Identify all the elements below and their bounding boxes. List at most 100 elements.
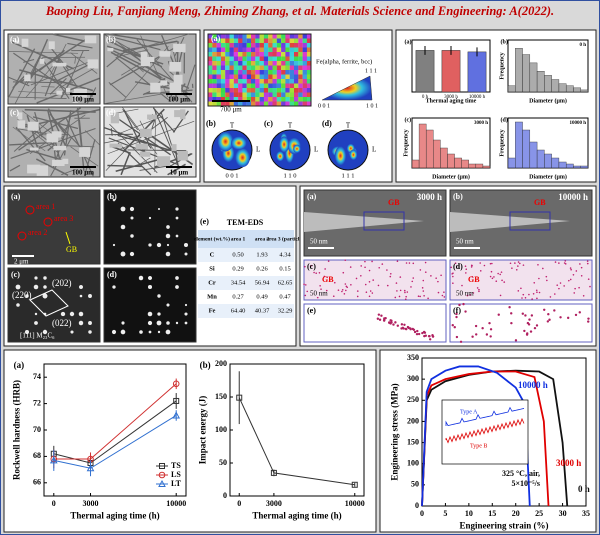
ebsd-grain: [212, 47, 217, 53]
atom: [327, 260, 330, 262]
atom: [521, 312, 524, 315]
ebsd-grain: [220, 74, 226, 80]
ebsd-grain: [272, 65, 277, 71]
label: 1 1 0: [284, 172, 297, 179]
atom: [569, 267, 572, 269]
ebsd-grain: [229, 92, 234, 98]
atom: [356, 290, 359, 292]
grain-boundary: [59, 67, 96, 89]
diffraction-spot: [139, 330, 143, 334]
ebsd-grain: [276, 43, 282, 48]
ebsd-grain: [229, 47, 234, 53]
ebsd-grain: [255, 74, 260, 80]
atom: [368, 295, 371, 298]
label: 66: [33, 478, 41, 487]
atom: [493, 276, 495, 278]
label: 34.54: [231, 279, 246, 286]
atom: [360, 265, 363, 267]
label: 4.34: [279, 251, 291, 258]
atom: [390, 321, 393, 324]
grain: [52, 159, 65, 167]
label: Rockwell hardness (HRB): [12, 380, 22, 480]
diffraction-spot: [16, 303, 20, 307]
label: L: [372, 146, 376, 154]
diffraction-spot: [148, 216, 152, 220]
atom: [372, 279, 375, 281]
ebsd-grain: [212, 61, 217, 66]
atom: [488, 321, 491, 325]
grain: [173, 43, 186, 53]
label: (b): [501, 38, 508, 45]
label: Fe: [209, 307, 216, 314]
atom: [422, 279, 425, 282]
grain: [72, 92, 79, 103]
ebsd-grain: [294, 56, 299, 62]
ebsd-grain: [294, 97, 299, 102]
marker: [351, 481, 358, 488]
atom: [306, 290, 309, 293]
grain: [17, 120, 26, 129]
atom: [406, 291, 409, 293]
ebsd-grain: [242, 52, 247, 57]
ebsd-grain: [306, 88, 312, 93]
atom: [546, 320, 550, 323]
ebsd-grain: [238, 70, 243, 75]
ebsd-grain: [281, 79, 286, 84]
ebsd-grain: [246, 38, 252, 44]
label: Type B: [470, 443, 487, 449]
grain-boundary: [122, 107, 158, 155]
ebsd-grain: [212, 34, 217, 39]
ebsd-grain: [285, 101, 290, 107]
ebsd-grain: [285, 92, 290, 98]
ebsd-grain: [268, 74, 273, 80]
ebsd-grain: [289, 79, 295, 84]
label: TS: [171, 461, 181, 470]
ebsd-grain: [242, 38, 247, 44]
ebsd-grain: [268, 101, 273, 107]
diffraction-spot: [121, 207, 125, 211]
atom: [470, 266, 473, 268]
ebsd-grain: [238, 43, 243, 48]
atom: [556, 284, 559, 286]
ebsd-grain: [242, 79, 247, 84]
grain: [156, 156, 171, 167]
label: C: [210, 251, 215, 258]
atom: [400, 327, 403, 330]
ebsd-grain: [294, 88, 299, 93]
atom: [510, 312, 513, 315]
ebsd-grain: [263, 65, 269, 71]
ebsd-grain: [251, 101, 256, 107]
ipf-triangle: [321, 75, 373, 101]
atom: [522, 264, 525, 266]
ebsd-grain: [268, 65, 273, 71]
bar: [467, 51, 487, 93]
grain-boundary: [107, 120, 195, 155]
histogram-bar: [447, 153, 455, 169]
ebsd-grain: [251, 43, 256, 48]
ebsd-grain: [302, 52, 307, 57]
ebsd-grain: [281, 38, 286, 44]
atom: [450, 266, 452, 269]
ebsd-grain: [220, 38, 226, 44]
ebsd-grain: [281, 34, 286, 39]
ebsd-grain: [246, 56, 252, 62]
atom: [549, 296, 552, 298]
label: 1 1 1: [365, 68, 377, 74]
ebsd-grain: [208, 52, 213, 57]
diffraction-spot: [129, 206, 135, 212]
atom: [364, 260, 366, 263]
roi: [363, 211, 405, 231]
diffraction-spot: [42, 293, 48, 299]
histogram-bar: [418, 123, 427, 169]
ebsd-grain: [263, 70, 269, 75]
grain: [107, 47, 114, 52]
grain: [140, 128, 152, 138]
ebsd-grain: [225, 52, 230, 57]
label: (202): [52, 278, 72, 288]
ebsd-grain: [229, 43, 234, 48]
grain: [140, 51, 148, 62]
ebsd-grain: [212, 88, 217, 93]
ebsd-grain: [294, 38, 299, 44]
label: (c): [11, 270, 20, 279]
ebsd-grain: [242, 74, 247, 80]
